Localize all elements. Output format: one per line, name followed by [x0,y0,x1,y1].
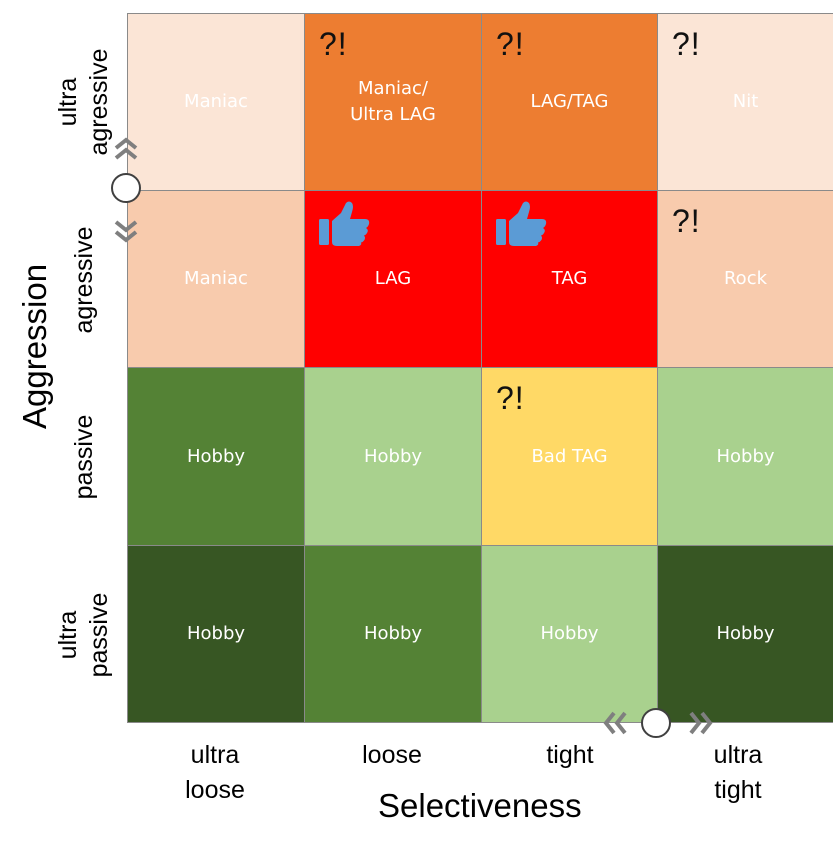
column-label: ultra loose [185,741,245,804]
caution-mark: ?! [496,380,525,416]
cell-label: Hobby [363,445,423,467]
row-label: passive [69,414,98,500]
column-label: tight [546,741,594,769]
cell-label: Hobby [363,623,423,644]
matrix-cell: Hobby [304,545,482,723]
cell-label: Rock [723,268,768,289]
cell-label: Nit [732,91,759,112]
cell-label: Hobby [540,623,599,644]
cell-label: Maniac [184,268,248,289]
cell-label: LAG [374,268,412,289]
y-axis-title: Aggression [16,263,53,429]
cell-label: TAG [551,268,588,289]
cell-label: LAG/TAG [530,91,609,112]
cell-label: Hobby [716,623,775,644]
cell-label: Hobby [716,445,775,467]
thumbs-up-icon [496,201,547,246]
matrix-cell: Maniac [127,13,305,191]
matrix-cell: Hobby [127,367,305,546]
x-axis-title: Selectiveness [378,787,582,824]
matrix-cell: Hobby [657,367,833,546]
matrix-cell: Hobby [127,545,305,723]
cell-label: Maniac/ Ultra LAG [350,78,436,125]
matrix-cell: LAG/TAG?! [481,13,658,191]
caution-mark: ?! [496,26,525,62]
matrix-cell: Bad TAG?! [481,367,658,546]
cell-label: Hobby [186,445,246,467]
matrix-grid: Maniac Maniac/ Ultra LAG?! LAG/TAG?! Nit?! M… [127,13,833,723]
thumbs-up-icon [319,201,370,246]
row-label: ultra passive [54,592,113,678]
matrix-cell: Maniac [127,190,305,368]
cell-label: Bad TAG [531,445,608,467]
column-label: ultra tight [713,741,763,804]
matrix-cell: Hobby [657,545,833,723]
matrix-cell: Nit?! [657,13,833,191]
matrix-cell: LAG [304,190,482,368]
caution-mark: ?! [319,26,348,62]
matrix-cell: Hobby [481,545,658,723]
caution-mark: ?! [672,26,701,62]
column-label: loose [362,741,422,769]
caution-mark: ?! [672,203,701,239]
cell-label: Hobby [186,623,246,644]
matrix-cell: Rock?! [657,190,833,368]
cell-label: Maniac [184,91,248,112]
matrix-cell: TAG [481,190,658,368]
matrix-cell: Hobby [304,367,482,546]
matrix-cell: Maniac/ Ultra LAG?! [304,13,482,191]
vertical-slider-handle-icon[interactable] [106,128,148,250]
horizontal-slider-handle-icon[interactable] [594,705,722,741]
